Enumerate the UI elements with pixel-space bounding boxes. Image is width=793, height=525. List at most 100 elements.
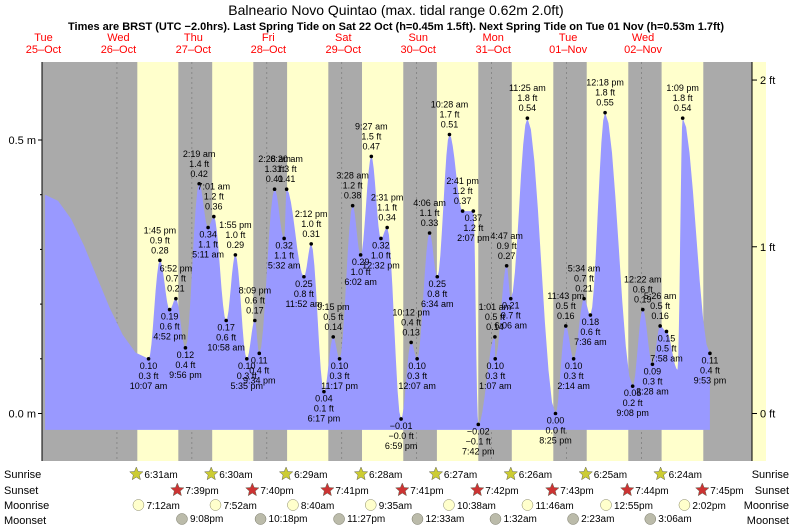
tide-height-ft-label: 0.4 ft xyxy=(700,365,721,375)
tide-height-ft-label: 0.9 ft xyxy=(150,235,171,245)
moonrise-time: 7:52am xyxy=(223,501,256,512)
tide-height-m-label: 0.13 xyxy=(402,327,420,337)
row-label-moonrise-left: Moonrise xyxy=(4,500,49,512)
tide-height-ft-label: 1.8 ft xyxy=(517,93,538,103)
sunrise-time: 6:25am xyxy=(594,470,627,481)
moonrise-time: 2:02pm xyxy=(692,501,725,512)
tide-point xyxy=(350,203,355,208)
tide-time-label: 6:20 am xyxy=(270,154,303,164)
tide-point xyxy=(471,209,476,213)
tide-point xyxy=(167,307,172,312)
tide-height-ft-label: 0.7 ft xyxy=(574,274,595,284)
tide-height-ft-label: 0.3 ft xyxy=(485,371,506,381)
tide-height-ft-label: 0.1 ft xyxy=(314,404,335,414)
daylight-band-edge xyxy=(752,62,766,461)
tide-time-label: 2:19 am xyxy=(183,149,216,159)
tide-point xyxy=(427,231,432,235)
tide-height-ft-label: 0.6 ft xyxy=(245,296,266,306)
sunrise-time: 6:24am xyxy=(669,470,702,481)
right-axis-tick-label: 1 ft xyxy=(760,242,775,254)
tide-height-ft-label: 0.0 ft xyxy=(545,426,566,436)
tide-height-ft-label: 0.6 ft xyxy=(160,322,181,332)
tide-point xyxy=(630,384,635,388)
left-axis-tick-label: 0.5 m xyxy=(8,135,36,147)
tide-height-ft-label: 1.0 ft xyxy=(301,219,322,229)
tide-time-label: 5:26 am xyxy=(644,291,677,301)
tide-time-label: 9:53 pm xyxy=(694,375,727,385)
tide-point xyxy=(233,253,238,257)
tide-height-m-label: 0.10 xyxy=(486,361,504,371)
tide-time-label: 4:52 pm xyxy=(153,332,186,342)
day-label-weekday: Wed xyxy=(632,32,654,44)
tide-time-label: 12:07 am xyxy=(398,381,436,391)
tide-point xyxy=(571,357,576,361)
tide-point xyxy=(493,357,498,361)
tide-height-ft-label: 1.0 ft xyxy=(351,267,372,277)
tide-height-m-label: 0.32 xyxy=(372,240,390,250)
moonset-time: 9:08pm xyxy=(190,514,223,525)
sunrise-time: 6:26am xyxy=(519,470,552,481)
tide-height-ft-label: 1.3 ft xyxy=(277,164,298,174)
tide-time-label: 9:56 pm xyxy=(169,370,202,380)
tide-point xyxy=(224,318,228,323)
sunrise-icon xyxy=(578,466,594,481)
tide-point xyxy=(379,236,383,241)
tide-point xyxy=(245,357,249,361)
tide-point xyxy=(563,324,568,328)
tide-point xyxy=(504,264,509,268)
tide-height-ft-label: 1.8 ft xyxy=(595,88,616,98)
tide-time-label: 6:06 am xyxy=(494,321,527,331)
tide-height-ft-label: 0.6 ft xyxy=(580,327,601,337)
tide-height-m-label: 0.05 xyxy=(624,388,642,398)
tide-time-label: 4:06 am xyxy=(413,198,446,208)
tide-height-m-label: 0.16 xyxy=(557,311,575,321)
day-label-weekday: Sun xyxy=(408,32,428,44)
tide-height-m-label: 0.51 xyxy=(441,120,459,130)
tide-height-m-label: 0.19 xyxy=(634,295,652,305)
tide-point xyxy=(385,225,389,230)
tide-point xyxy=(603,110,607,115)
moonrise-time: 9:35am xyxy=(379,501,412,512)
tide-height-m-label: 0.36 xyxy=(205,202,223,212)
tide-point xyxy=(212,214,216,219)
tide-height-m-label: 0.21 xyxy=(167,284,185,294)
tide-height-m-label: 0.25 xyxy=(429,279,447,289)
moonrise-icon xyxy=(132,499,145,511)
tide-height-m-label: 0.19 xyxy=(161,312,179,322)
left-axis-tick-label: 0.0 m xyxy=(8,409,36,421)
tide-height-m-label: 0.33 xyxy=(421,218,439,228)
tide-height-ft-label: 0.3 ft xyxy=(237,371,258,381)
tide-time-label: 2:41 pm xyxy=(446,176,479,186)
moonrise-time: 8:40am xyxy=(301,501,334,512)
tide-point xyxy=(435,274,440,279)
tide-point xyxy=(460,209,465,213)
moonset-icon xyxy=(254,513,267,525)
day-label-date: 27–Oct xyxy=(176,44,211,56)
tide-height-ft-label: 0.7 ft xyxy=(501,311,522,321)
tide-height-ft-label: −0.0 ft xyxy=(388,431,414,441)
tide-height-m-label: 0.10 xyxy=(238,361,256,371)
tide-point xyxy=(369,154,374,159)
tide-time-label: 9:34 pm xyxy=(243,375,276,385)
tide-height-m-label: 0.32 xyxy=(275,240,293,250)
tide-time-label: 3:28 am xyxy=(636,386,669,396)
sunset-icon xyxy=(320,482,335,497)
day-label-weekday: Wed xyxy=(107,32,129,44)
day-label-date: 31–Oct xyxy=(475,44,510,56)
tide-time-label: 11:25 am xyxy=(509,83,546,93)
moonrise-time: 11:46am xyxy=(535,501,573,512)
tide-time-label: 10:58 am xyxy=(207,343,245,353)
tide-point xyxy=(553,411,558,416)
tide-point xyxy=(493,335,497,339)
moonrise-icon xyxy=(209,499,222,511)
tide-height-ft-label: 1.2 ft xyxy=(453,186,474,196)
tide-time-label: 8:09 pm xyxy=(239,286,272,296)
tide-height-m-label: −0.02 xyxy=(467,426,490,436)
tide-height-m-label: 0.00 xyxy=(547,416,565,426)
tide-height-ft-label: 0.5 ft xyxy=(656,343,677,353)
moonset-time: 2:23am xyxy=(581,514,614,525)
tide-time-label: 11:43 pm xyxy=(547,291,584,301)
moonset-icon xyxy=(567,513,579,525)
